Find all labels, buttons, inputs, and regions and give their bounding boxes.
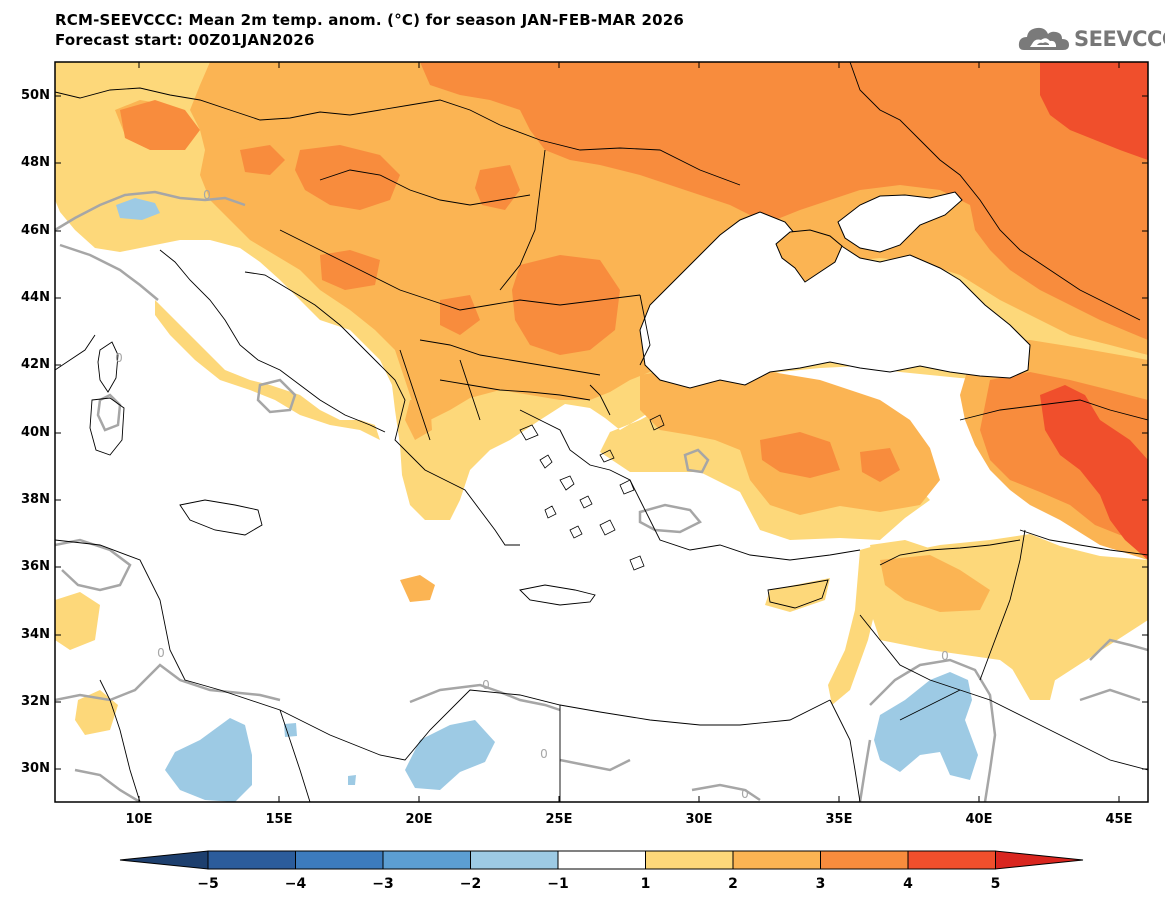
map-frame (54, 61, 1149, 803)
crimea (775, 229, 843, 283)
colorbar-bin-4-5 (907, 850, 996, 870)
anomaly-layer-neg-1-2 (116, 198, 978, 802)
black-sea (639, 211, 1031, 389)
contour-label-0: 0 (115, 351, 123, 365)
lat-label-32n: 32N (21, 694, 50, 709)
colorbar-label-neg5: −5 (197, 876, 219, 892)
map-area: 0 0 0 0 0 0 0 (55, 62, 1148, 802)
lat-label-46n: 46N (21, 223, 50, 238)
lat-label-38n: 38N (21, 492, 50, 507)
colorbar-bin-neg2-neg1 (470, 850, 559, 870)
colorbar-bin-1-2 (645, 850, 734, 870)
colorbar-bin-neg5-neg4 (207, 850, 296, 870)
title-line-1: RCM-SEEVCCC: Mean 2m temp. anom. (°C) fo… (55, 11, 684, 29)
colorbar-label-neg1: −1 (547, 876, 569, 892)
logo-text: SEEVCCC (1074, 27, 1165, 51)
contour-label-0: 0 (741, 787, 749, 801)
colorbar-high-extend (995, 850, 1084, 870)
colorbar-label-3: 3 (815, 876, 826, 892)
lon-label-45e: 45E (1105, 812, 1133, 827)
colorbar-label-neg2: −2 (459, 876, 482, 892)
lat-label-30n: 30N (21, 761, 50, 776)
lon-label-35e: 35E (825, 812, 853, 827)
colorbar-bin-3-4 (820, 850, 909, 870)
colorbar-label-1: 1 (640, 876, 651, 892)
colorbar-bin-neg1-1 (557, 850, 646, 870)
lon-label-20e: 20E (405, 812, 433, 827)
lon-label-30e: 30E (685, 812, 713, 827)
lon-label-40e: 40E (965, 812, 993, 827)
lat-label-36n: 36N (21, 559, 50, 574)
seevccc-logo: SEEVCCC (1018, 22, 1165, 56)
contour-label-0: 0 (540, 747, 548, 761)
lat-label-42n: 42N (21, 357, 50, 372)
contour-label-0: 0 (941, 649, 949, 663)
contour-label-0: 0 (157, 646, 165, 660)
lon-label-15e: 15E (265, 812, 293, 827)
lat-label-48n: 48N (21, 155, 50, 170)
colorbar-bin-2-3 (732, 850, 821, 870)
lon-ticks (138, 62, 1120, 802)
sea-masks (639, 191, 1031, 389)
map-title: RCM-SEEVCCC: Mean 2m temp. anom. (°C) fo… (55, 10, 684, 50)
contour-label-0: 0 (203, 188, 211, 202)
zero-contours (55, 190, 1148, 802)
lat-ticks (55, 95, 1148, 770)
colorbar-bin-neg4-neg3 (295, 850, 384, 870)
colorbar-label-neg4: −4 (284, 876, 307, 892)
colorbar (119, 850, 1084, 870)
colorbar-label-5: 5 (990, 876, 1001, 892)
title-line-2: Forecast start: 00Z01JAN2026 (55, 31, 315, 49)
aegean-islands (519, 414, 665, 571)
lat-label-34n: 34N (21, 627, 50, 642)
lat-label-40n: 40N (21, 425, 50, 440)
colorbar-label-neg3: −3 (372, 876, 394, 892)
lat-label-50n: 50N (21, 88, 50, 103)
coastlines-borders (55, 62, 1148, 802)
contour-label-0: 0 (482, 678, 490, 692)
colorbar-label-2: 2 (728, 876, 738, 892)
cloud-logo-icon (1018, 27, 1069, 50)
contour-labels: 0 0 0 0 0 0 0 (115, 188, 949, 801)
lat-label-44n: 44N (21, 290, 50, 305)
colorbar-bin-neg3-neg2 (382, 850, 471, 870)
lon-label-25e: 25E (545, 812, 573, 827)
colorbar-label-4: 4 (903, 876, 913, 892)
colorbar-low-extend (119, 850, 209, 870)
lon-label-10e: 10E (125, 812, 153, 827)
azov-sea (837, 191, 963, 253)
